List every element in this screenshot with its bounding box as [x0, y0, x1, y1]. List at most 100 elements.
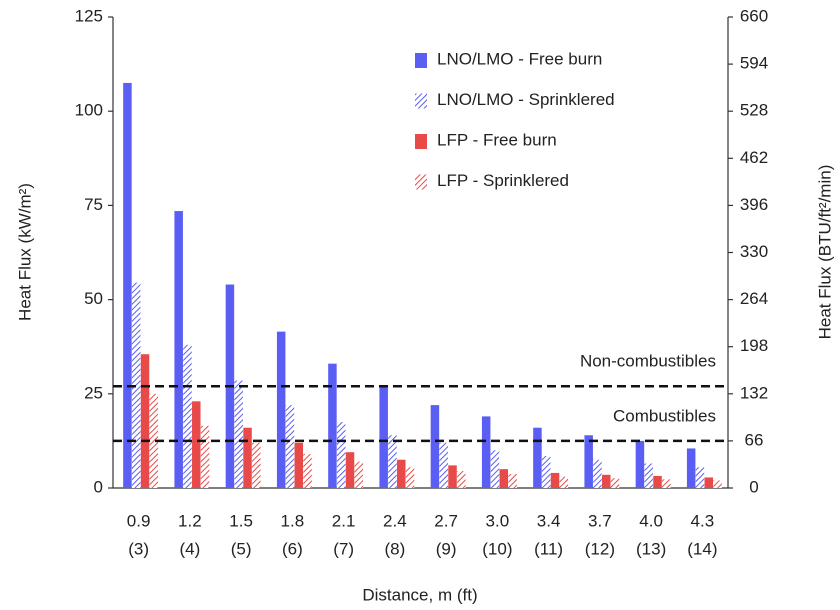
- x-tick-label: 4.3: [691, 511, 715, 530]
- bar: [397, 459, 406, 488]
- y-axis-label: Heat Flux (kW/m²): [15, 183, 34, 321]
- x-tick-label: (14): [687, 539, 717, 558]
- bar: [234, 380, 243, 488]
- bar: [481, 416, 491, 488]
- y2-tick-label: 66: [745, 430, 764, 449]
- x-tick-label: (4): [179, 539, 200, 558]
- bar: [439, 442, 448, 488]
- x-tick-label: (5): [231, 539, 252, 558]
- bar: [490, 450, 500, 488]
- bar: [328, 363, 337, 488]
- reference-label: Combustibles: [613, 406, 716, 425]
- y2-axis-label: Heat Flux (BTU/ft²/min): [815, 165, 834, 340]
- legend-label: LNO/LMO - Free burn: [437, 49, 602, 68]
- legend-swatch: [415, 134, 427, 149]
- bar: [713, 480, 722, 488]
- bar: [457, 471, 466, 488]
- bar: [430, 405, 440, 488]
- bar: [635, 440, 645, 488]
- x-tick-label: 2.4: [383, 511, 407, 530]
- x-tick-label: (7): [333, 539, 354, 558]
- bar: [303, 454, 312, 488]
- bar: [584, 435, 593, 488]
- x-tick-label: 4.0: [639, 511, 663, 530]
- bar: [388, 435, 397, 488]
- y-tick-label: 75: [84, 195, 103, 214]
- bar: [252, 442, 261, 488]
- bar: [276, 331, 286, 488]
- x-tick-label: 1.2: [178, 511, 202, 530]
- x-tick-label: (3): [128, 539, 149, 558]
- x-tick-label: 1.8: [281, 511, 305, 530]
- x-tick-label: (10): [482, 539, 512, 558]
- y2-tick-label: 396: [740, 195, 768, 214]
- y2-tick-label: 198: [740, 336, 768, 355]
- y-tick-label: 125: [75, 6, 103, 25]
- x-tick-label: 0.9: [127, 511, 151, 530]
- bar: [610, 478, 620, 488]
- bar: [653, 475, 662, 488]
- x-tick-label: 2.1: [332, 511, 356, 530]
- bar: [285, 405, 295, 488]
- y-tick-label: 0: [94, 477, 103, 496]
- reference-label: Non-combustibles: [580, 352, 716, 371]
- bar: [294, 442, 304, 488]
- bar: [559, 476, 569, 488]
- bar: [345, 452, 355, 488]
- bar: [174, 211, 183, 488]
- y2-tick-label: 462: [740, 148, 768, 167]
- bar: [695, 467, 705, 488]
- x-tick-label: 3.0: [486, 511, 510, 530]
- bar: [131, 282, 141, 488]
- bar: [541, 455, 551, 488]
- y2-tick-label: 330: [740, 242, 768, 261]
- x-tick-label: 2.7: [434, 511, 458, 530]
- legend-label: LFP - Sprinklered: [437, 171, 569, 190]
- x-tick-label: (12): [585, 539, 615, 558]
- bar: [405, 467, 415, 488]
- y2-tick-label: 132: [740, 383, 768, 402]
- legend-swatch: [415, 93, 427, 109]
- bar: [593, 459, 602, 488]
- bar: [379, 386, 388, 488]
- bar: [704, 477, 714, 488]
- y2-tick-label: 594: [740, 54, 768, 73]
- x-tick-label: (8): [384, 539, 405, 558]
- x-tick-label: 3.7: [588, 511, 612, 530]
- legend-swatch: [415, 174, 427, 190]
- x-axis-label: Distance, m (ft): [362, 585, 477, 604]
- legend-swatch: [415, 53, 427, 68]
- bar: [499, 469, 509, 488]
- y2-tick-label: 660: [740, 6, 768, 25]
- bar: [644, 463, 653, 488]
- bar: [123, 82, 132, 488]
- bar: [149, 393, 159, 488]
- x-tick-label: 1.5: [229, 511, 253, 530]
- x-tick-label: (13): [636, 539, 666, 558]
- y-tick-label: 25: [84, 383, 103, 402]
- x-tick-label: (11): [534, 539, 563, 558]
- bar: [448, 465, 457, 488]
- bar: [336, 422, 346, 488]
- x-tick-label: (6): [282, 539, 303, 558]
- bar: [192, 401, 201, 488]
- y-tick-label: 100: [75, 101, 103, 120]
- bar: [200, 425, 210, 488]
- bar: [140, 354, 150, 488]
- x-tick-label: 3.4: [537, 511, 561, 530]
- legend-label: LNO/LMO - Sprinklered: [437, 90, 615, 109]
- bar: [550, 472, 560, 488]
- bar: [602, 474, 611, 488]
- bar: [354, 461, 364, 488]
- bar: [508, 474, 517, 488]
- y2-tick-label: 264: [740, 289, 768, 308]
- bar: [243, 427, 252, 488]
- bar: [662, 479, 671, 488]
- bar: [686, 448, 696, 488]
- y-tick-label: 50: [84, 289, 103, 308]
- bar: [183, 344, 192, 488]
- bar: [533, 427, 542, 488]
- legend-label: LFP - Free burn: [437, 130, 557, 149]
- y2-tick-label: 528: [740, 101, 768, 120]
